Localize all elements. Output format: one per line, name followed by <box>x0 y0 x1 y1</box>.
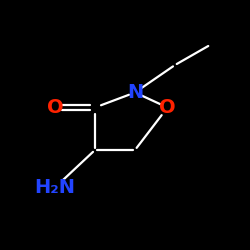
Text: O: O <box>47 98 63 117</box>
Text: O: O <box>159 98 176 117</box>
Text: H₂N: H₂N <box>34 178 76 197</box>
Text: N: N <box>127 83 143 102</box>
